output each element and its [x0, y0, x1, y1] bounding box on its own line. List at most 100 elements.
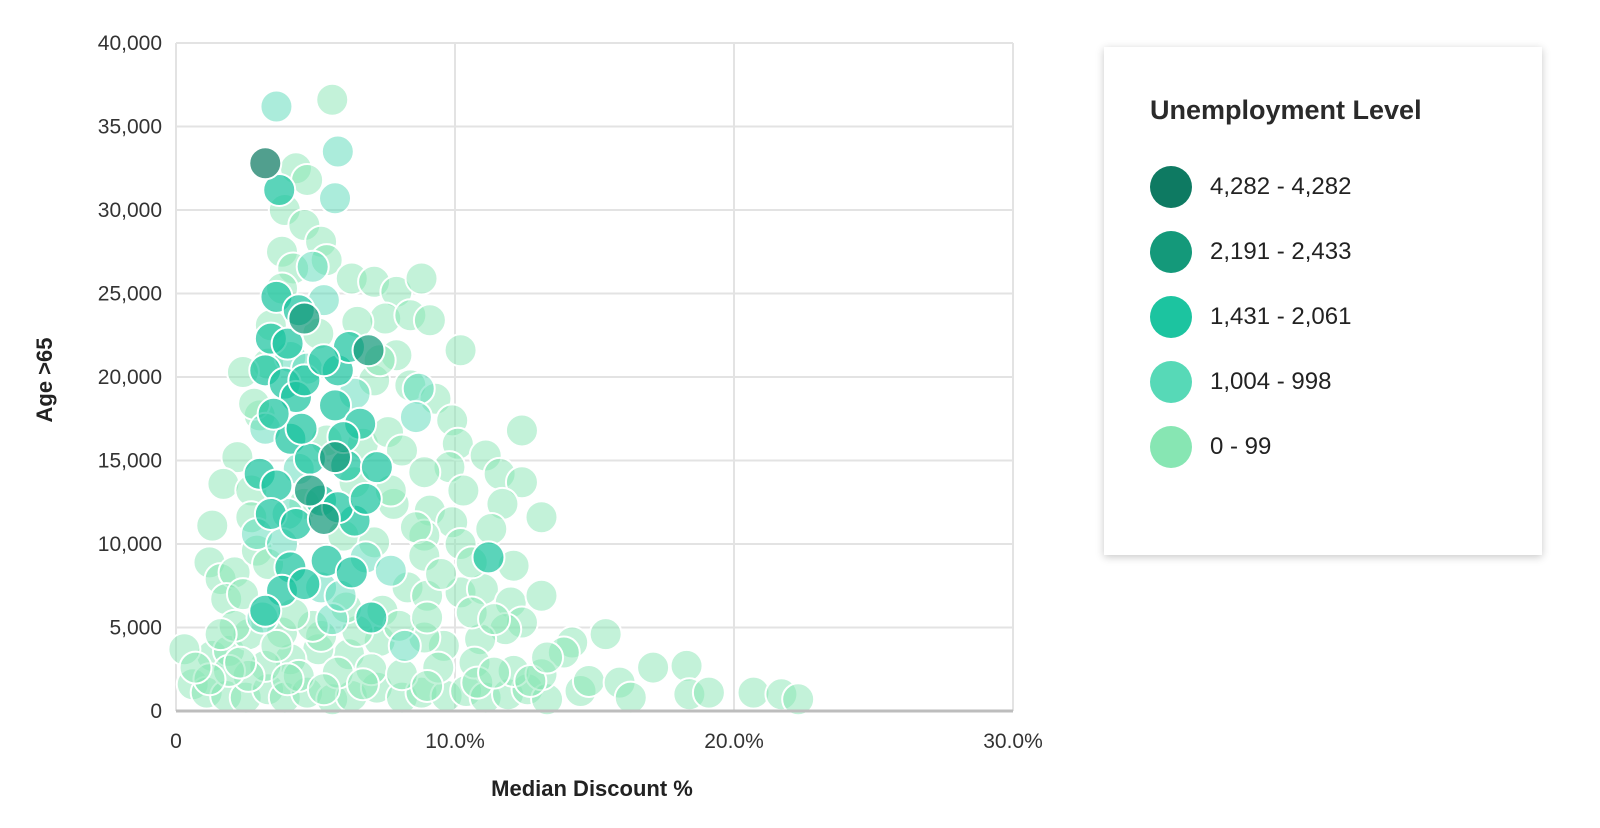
scatter-point-group-4-135 — [203, 617, 238, 652]
scatter-point-group-4-77 — [636, 650, 671, 685]
scatter-point-group-4-15 — [412, 303, 447, 338]
scatter-point-group-4-35 — [474, 511, 509, 546]
legend-label: 4,282 - 4,282 — [1210, 173, 1352, 200]
scatter-point-group-3-11 — [373, 553, 408, 588]
scatter-point-group-4-129 — [410, 600, 445, 635]
y-tick-labels: 0 5,000 10,000 15,000 20,000 25,000 30,000 35,0… — [98, 32, 162, 723]
y-tick-label: 20,000 — [98, 366, 162, 389]
legend-label: 2,191 - 2,433 — [1210, 238, 1352, 265]
scatter-point-group-2-23 — [287, 567, 322, 602]
scatter-point-group-4-138 — [259, 628, 294, 663]
scatter-point-group-3-20 — [387, 628, 422, 663]
scatter-point-group-1-3 — [318, 440, 353, 475]
scatter-point-group-3-2 — [318, 181, 353, 216]
scatter-point-group-4-78 — [669, 648, 704, 683]
legend-swatch — [1150, 426, 1192, 468]
scatter-point-group-2-36 — [348, 481, 383, 516]
scatter-point-group-4-12 — [404, 261, 439, 296]
scatter-point-group-4-83 — [781, 682, 816, 717]
legend-item: 2,191 - 2,433 — [1150, 231, 1542, 273]
legend-label: 1,004 - 998 — [1210, 368, 1332, 395]
legend-swatch — [1150, 361, 1192, 403]
y-tick-label: 25,000 — [98, 283, 162, 306]
y-axis-title: Age >65 — [32, 338, 57, 423]
legend-swatch — [1150, 166, 1192, 208]
scatter-point-group-2-3 — [270, 326, 305, 361]
data-points — [167, 82, 816, 717]
scatter-point-group-4-145 — [513, 663, 548, 698]
scatter-point-group-4-16 — [443, 333, 478, 368]
scatter-point-group-4-85 — [588, 617, 623, 652]
x-tick-labels: 0 10.0% 20.0% 30.0% — [170, 730, 1043, 753]
scatter-point-group-2-34 — [256, 396, 291, 431]
scatter-point-group-4-42 — [524, 578, 559, 613]
x-tick-label: 20.0% — [704, 730, 764, 753]
legend-label: 1,431 - 2,061 — [1210, 303, 1352, 330]
scatter-point-group-4-137 — [223, 645, 258, 680]
x-tick-label: 10.0% — [425, 730, 485, 753]
scatter-point-group-2-0 — [262, 172, 297, 207]
scatter-point-group-0-0 — [248, 146, 283, 181]
scatter-point-group-4-30 — [524, 500, 559, 535]
scatter-point-group-4-146 — [530, 640, 565, 675]
scatter-point-group-4-24 — [504, 413, 539, 448]
legend-items: 4,282 - 4,282 2,191 - 2,433 1,431 - 2,061 1… — [1150, 166, 1542, 468]
scatter-point-group-2-14 — [278, 506, 313, 541]
legend-item: 4,282 - 4,282 — [1150, 166, 1542, 208]
scatter-point-group-2-25 — [334, 555, 369, 590]
scatter-point-group-4-76 — [613, 680, 648, 715]
scatter-point-group-2-27 — [248, 593, 283, 628]
scatter-point-group-2-17 — [318, 388, 353, 423]
legend-item: 0 - 99 — [1150, 426, 1542, 468]
scatter-point-group-4-136 — [178, 650, 213, 685]
scatter-point-group-4-0 — [315, 82, 350, 117]
legend-title: Unemployment Level — [1150, 95, 1422, 125]
legend-item: 1,004 - 998 — [1150, 361, 1542, 403]
scatter-point-group-3-7 — [401, 371, 436, 406]
scatter-point-group-2-32 — [471, 540, 506, 575]
scatter-point-group-3-1 — [320, 134, 355, 169]
scatter-point-group-2-31 — [306, 343, 341, 378]
scatter-point-group-4-121 — [398, 510, 433, 545]
y-tick-label: 40,000 — [98, 32, 162, 55]
legend-item: 1,431 - 2,061 — [1150, 296, 1542, 338]
y-tick-label: 35,000 — [98, 116, 162, 139]
scatter-point-group-4-131 — [477, 602, 512, 637]
scatter-point-group-4-141 — [270, 662, 305, 697]
scatter-point-group-4-118 — [384, 433, 419, 468]
legend-label: 0 - 99 — [1210, 433, 1272, 460]
scatter-point-group-4-123 — [424, 557, 459, 592]
y-tick-label: 5,000 — [109, 617, 162, 640]
scatter-point-group-3-0 — [259, 89, 294, 124]
scatter-point-group-2-33 — [284, 411, 319, 446]
scatter-point-group-1-0 — [287, 301, 322, 336]
scatter-point-group-2-20 — [359, 450, 394, 485]
scatter-point-group-4-74 — [571, 663, 606, 698]
scatter-point-group-4-144 — [477, 655, 512, 690]
scatter-point-group-4-140 — [306, 672, 341, 707]
scatter-point-group-1-4 — [351, 333, 386, 368]
scatter-point-group-2-11 — [259, 468, 294, 503]
scatter-point-group-4-139 — [345, 667, 380, 702]
scatter-point-group-3-18 — [295, 249, 330, 284]
scatter-point-group-4-44 — [206, 466, 241, 501]
scatter-point-group-3-8 — [398, 400, 433, 435]
y-tick-label: 0 — [150, 700, 162, 723]
scatter-point-group-4-28 — [446, 473, 481, 508]
scatter-point-group-4-45 — [195, 508, 230, 543]
legend: Unemployment Level 4,282 - 4,282 2,191 - … — [1104, 47, 1542, 555]
legend-swatch — [1150, 296, 1192, 338]
scatter-point-group-1-1 — [306, 501, 341, 536]
x-axis-title: Median Discount % — [491, 776, 693, 801]
scatter-point-group-1-2 — [292, 473, 327, 508]
x-tick-label: 30.0% — [983, 730, 1043, 753]
x-tick-label: 0 — [170, 730, 182, 753]
scatter-point-group-4-142 — [410, 668, 445, 703]
scatter-point-group-4-119 — [407, 455, 442, 490]
scatter-point-group-4-26 — [504, 465, 539, 500]
y-tick-label: 10,000 — [98, 533, 162, 556]
legend-swatch — [1150, 231, 1192, 273]
scatter-point-group-2-26 — [354, 600, 389, 635]
y-tick-label: 15,000 — [98, 450, 162, 473]
